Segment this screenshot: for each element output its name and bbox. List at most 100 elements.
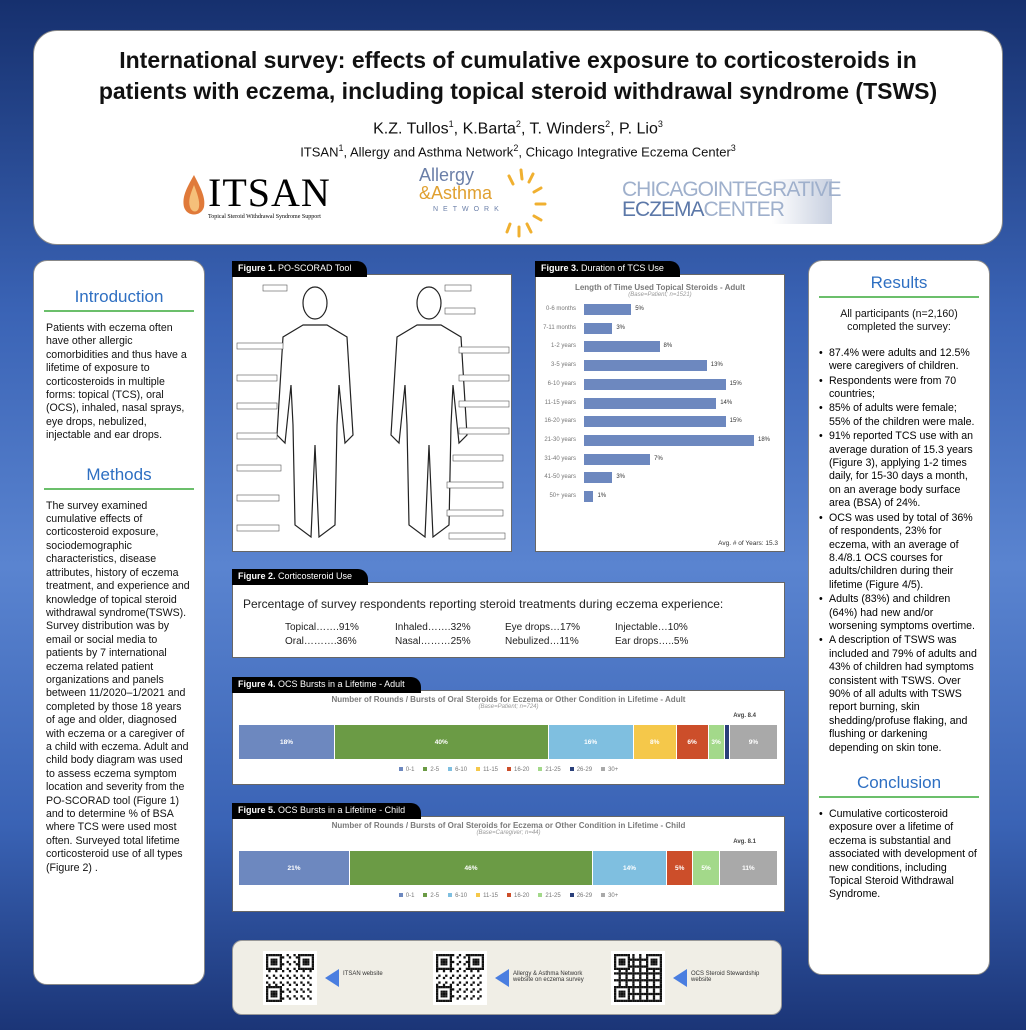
logo-subtext: Topical Steroid Withdrawal Syndrome Supp…	[208, 214, 321, 220]
author-sup: 3	[657, 119, 663, 129]
bar-value-label: 1%	[597, 493, 607, 499]
bar-category-label: 6-10 years	[547, 380, 576, 387]
legend-item: 30+	[601, 893, 618, 899]
bar	[584, 360, 707, 372]
author: K.Barta	[462, 120, 516, 138]
affiliation: Chicago Integrative Eczema Center	[525, 144, 731, 160]
arrow-left-icon	[495, 969, 509, 987]
chart-subtitle: (Base=Patient; n=1521)	[628, 292, 692, 298]
right-column: Results All participants (n=2,160) compl…	[808, 260, 990, 975]
bar-category-label: 21-30 years	[544, 436, 576, 443]
legend-item: 16-20	[507, 767, 529, 773]
legend-item: 0-1	[398, 767, 414, 773]
legend-item: 16-20	[507, 893, 529, 899]
bar-value-label: 5%	[635, 306, 644, 312]
legend-label: 11-15	[483, 767, 498, 773]
figure-label: Figure 5.	[238, 805, 276, 815]
bar-value-label: 15%	[729, 418, 742, 425]
steroid-type-item: Injectable…10%	[615, 622, 688, 633]
chart-legend: 0-1 2-5 6-10 11-15 16-20 21-25 26-29 30+	[233, 893, 784, 899]
steroid-type-item: Topical…….91%	[285, 622, 359, 633]
figure-2-caption: Figure 2. Corticosteroid Use	[232, 569, 369, 585]
result-bullet: 85% of adults were female; 55% of the ch…	[819, 402, 979, 429]
qr-code[interactable]	[433, 951, 487, 1005]
bar-segment-21-25: 5%	[693, 851, 720, 885]
segment-label: 11%	[742, 864, 755, 872]
bar	[584, 472, 613, 484]
chart-annotation: Avg. # of Years: 15.3	[718, 540, 778, 547]
qr-code[interactable]	[263, 951, 317, 1005]
legend-swatch	[569, 767, 574, 771]
qr-code-label: ITSAN website	[343, 971, 383, 977]
legend-label: 16-20	[514, 893, 530, 899]
legend-label: 6-10	[455, 767, 468, 773]
legend-item: 2-5	[423, 767, 439, 773]
chart-title: Length of Time Used Topical Steroids - A…	[574, 283, 746, 292]
affiliation: Allergy and Asthma Network	[350, 144, 514, 160]
legend-label: 6-10	[455, 893, 468, 899]
figure-4: Figure 4. OCS Bursts in a Lifetime - Adu…	[232, 677, 785, 785]
bar-category-label: 41-50 years	[544, 474, 576, 481]
figure-5-caption: Figure 5. OCS Bursts in a Lifetime - Chi…	[232, 803, 422, 819]
methods-text: The survey examined cumulative effects o…	[46, 499, 190, 874]
legend-item: 30+	[601, 767, 618, 773]
figure-label: Figure 2.	[238, 571, 276, 581]
legend-label: 11-15	[483, 893, 498, 899]
figure-2: Figure 2. Corticosteroid Use Percentage …	[232, 569, 785, 658]
legend-item: 11-15	[476, 893, 498, 899]
legend-item: 21-25	[538, 767, 561, 773]
qr-code-label: OCS Steroid Stewardship website	[691, 971, 760, 983]
author: T. Winders	[529, 120, 606, 138]
segment-label: 6%	[687, 738, 697, 746]
result-bullet: Respondents were from 70 countries;	[819, 375, 979, 402]
bar	[584, 304, 632, 315]
figure-title: PO-SCORAD Tool	[278, 263, 352, 273]
conclusion-heading: Conclusion	[819, 773, 979, 798]
bar-segment-30+: 11%	[719, 851, 778, 885]
legend-swatch	[398, 767, 403, 771]
segment-label: 5%	[675, 864, 685, 872]
legend-item: 0-1	[398, 893, 414, 899]
bar-segment-6-10: 14%	[593, 851, 668, 885]
legend-item: 21-25	[538, 893, 561, 899]
bar-category-label: 1-2 years	[550, 343, 576, 350]
figure-title: OCS Bursts in a Lifetime - Adult	[278, 679, 405, 689]
figure-title: Duration of TCS Use	[581, 263, 664, 273]
figure-label: Figure 1.	[238, 263, 276, 273]
poster-header: International survey: effects of cumulat…	[33, 30, 1003, 245]
logo-text: Allergy	[419, 165, 475, 185]
segment-label: 14%	[623, 864, 637, 872]
figure-title: OCS Bursts in a Lifetime - Child	[278, 805, 406, 815]
bar-category-label: 0-6 months	[545, 306, 576, 312]
legend-swatch	[476, 893, 481, 897]
qr-code[interactable]	[611, 951, 665, 1005]
body-outline-back	[390, 286, 468, 539]
legend-swatch	[507, 893, 511, 897]
bar-segment-16-20: 6%	[676, 725, 709, 759]
bar	[584, 341, 660, 353]
result-bullet: OCS was used by total of 36% of responde…	[819, 512, 979, 592]
affiliation-sup: 1	[338, 143, 344, 153]
title-line: International survey: effects of cumulat…	[119, 47, 917, 73]
legend-swatch	[601, 893, 606, 897]
legend-item: 11-15	[476, 767, 498, 773]
segment-label: 40%	[434, 738, 448, 746]
legend-swatch	[448, 767, 453, 771]
bar-segment-16-20: 5%	[667, 851, 694, 885]
chart-legend: 0-1 2-5 6-10 11-15 16-20 21-25 26-29 30+	[233, 767, 784, 773]
bar-value-label: 14%	[720, 399, 733, 406]
introduction-text: Patients with eczema often have other al…	[46, 322, 187, 442]
conclusion-bullet: Cumulative corticosteroid exposure over …	[819, 808, 979, 902]
figure-title: Corticosteroid Use	[278, 571, 353, 581]
bar-segment-2-5: 40%	[335, 725, 549, 759]
segment-label: 3%	[711, 738, 721, 746]
stacked-bar: 18% 40% 16% 8% 6% 3% 9%	[239, 725, 778, 759]
bar-segment-6-10: 16%	[548, 725, 634, 759]
legend-swatch	[423, 767, 428, 771]
logo-text: ITSAN	[208, 170, 331, 215]
segment-label: 8%	[650, 738, 660, 746]
logo-pattern	[772, 179, 832, 224]
steroid-type-item: Oral……….36%	[285, 636, 357, 647]
figure-label: Figure 4.	[238, 679, 276, 689]
legend-label: 2-5	[430, 893, 440, 899]
